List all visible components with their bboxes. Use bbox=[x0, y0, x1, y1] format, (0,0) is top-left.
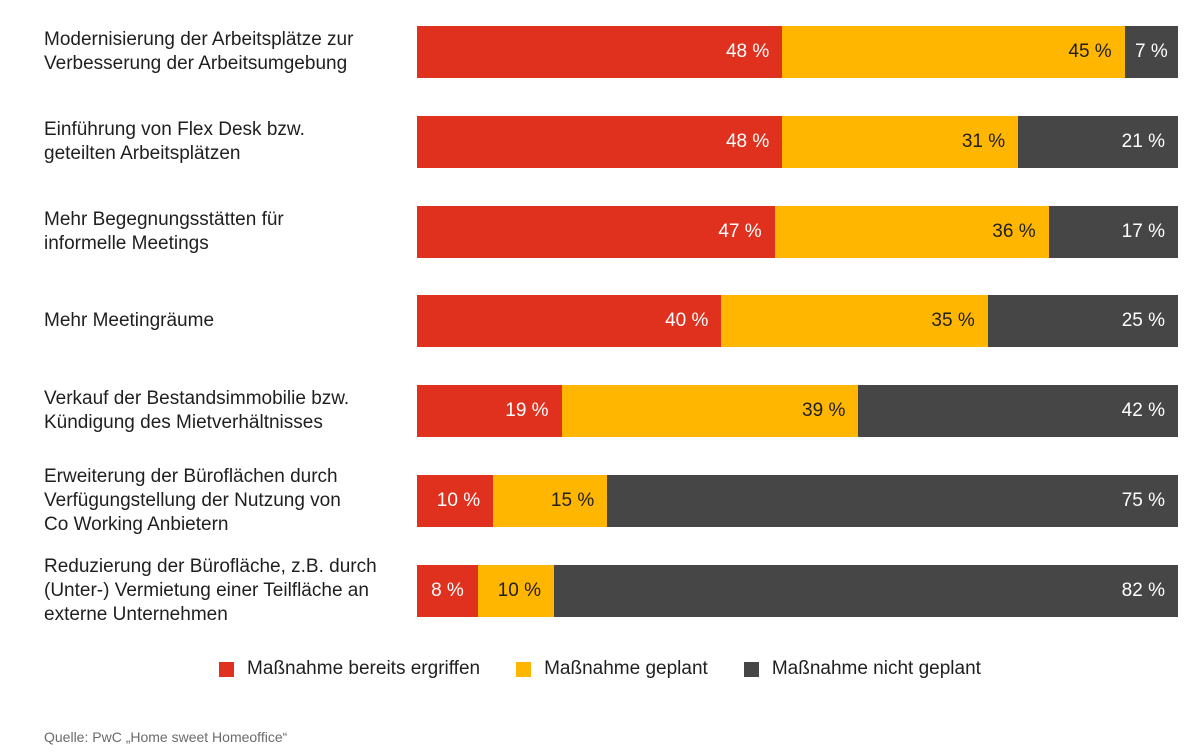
bar-segment bbox=[417, 206, 775, 258]
category-label-text: Mehr Begegnungsstätten für informelle Me… bbox=[44, 209, 284, 254]
category-label: Verkauf der Bestandsimmobilie bzw. Kündi… bbox=[44, 365, 404, 457]
category-label: Mehr Meetingräume bbox=[44, 275, 404, 367]
data-label: 42 % bbox=[1121, 400, 1165, 421]
data-label: 47 % bbox=[718, 221, 762, 242]
bar-segment bbox=[1048, 206, 1178, 258]
data-label: 39 % bbox=[802, 400, 846, 421]
bar-segment bbox=[607, 475, 1178, 527]
bar-segment bbox=[417, 385, 562, 437]
data-label: 17 % bbox=[1121, 221, 1165, 242]
data-label: 10 % bbox=[436, 490, 481, 511]
data-label: 48 % bbox=[725, 41, 770, 62]
data-label: 35 % bbox=[931, 310, 975, 331]
legend-label: Maßnahme bereits ergriffen bbox=[247, 658, 481, 679]
bar-segment bbox=[858, 385, 1178, 437]
bar-segment bbox=[477, 565, 554, 617]
data-label: 8 % bbox=[431, 580, 464, 601]
data-label: 45 % bbox=[1068, 41, 1112, 62]
bar-segment bbox=[561, 385, 859, 437]
legend-item-bereits-ergriffen: Maßnahme bereits ergriffen bbox=[219, 658, 480, 680]
legend-swatch-yellow bbox=[516, 661, 532, 677]
data-label: 75 % bbox=[1121, 490, 1165, 511]
data-label: 7 % bbox=[1134, 41, 1168, 62]
bar-segment bbox=[417, 26, 783, 78]
category-label-text: Erweiterung der Büroflächen durch Verfüg… bbox=[44, 466, 341, 535]
data-label: 40 % bbox=[665, 310, 709, 331]
category-label: Erweiterung der Büroflächen durch Verfüg… bbox=[44, 455, 404, 547]
category-label-text: Mehr Meetingräume bbox=[44, 310, 215, 331]
data-label: 25 % bbox=[1121, 310, 1165, 331]
data-label: 31 % bbox=[961, 131, 1006, 152]
bar-segment bbox=[417, 116, 783, 168]
stacked-bar-chart: Modernisierung der Arbeitsplätze zur Ver… bbox=[44, 6, 1178, 637]
category-label: Mehr Begegnungsstätten für informelle Me… bbox=[44, 186, 404, 278]
data-label: 21 % bbox=[1121, 131, 1165, 152]
bar-segment bbox=[774, 206, 1049, 258]
data-label: 36 % bbox=[992, 221, 1036, 242]
data-label: 82 % bbox=[1121, 580, 1165, 601]
legend-swatch-red bbox=[219, 661, 235, 677]
category-label-text: Verkauf der Bestandsimmobilie bzw. Kündi… bbox=[44, 388, 350, 433]
category-label-text: Reduzierung der Bürofläche, z.B. durch (… bbox=[44, 556, 377, 625]
bar-segment bbox=[417, 565, 478, 617]
bar-segment bbox=[553, 565, 1178, 617]
source-note: Quelle: PwC „Home sweet Homeoffice“ bbox=[44, 729, 288, 745]
legend-label: Maßnahme geplant bbox=[544, 658, 708, 679]
category-label: Einführung von Flex Desk bzw. geteilten … bbox=[44, 96, 404, 188]
bar-segment bbox=[721, 295, 988, 347]
category-label: Reduzierung der Bürofläche, z.B. durch (… bbox=[44, 545, 404, 637]
data-label: 10 % bbox=[497, 580, 541, 601]
legend-label: Maßnahme nicht geplant bbox=[771, 658, 981, 679]
bar-segment bbox=[782, 116, 1019, 168]
bar-segment bbox=[1018, 116, 1178, 168]
data-label: 15 % bbox=[550, 490, 595, 511]
legend-item-nicht-geplant: Maßnahme nicht geplant bbox=[743, 658, 981, 680]
bar-segment bbox=[782, 26, 1125, 78]
bar-segment bbox=[417, 475, 494, 527]
bar-segment bbox=[1124, 26, 1178, 78]
bar-segment bbox=[417, 295, 722, 347]
category-label-text: Einführung von Flex Desk bzw. geteilten … bbox=[44, 119, 305, 164]
bar-segment bbox=[987, 295, 1178, 347]
legend-item-geplant: Maßnahme geplant bbox=[516, 658, 708, 680]
data-label: 19 % bbox=[505, 400, 549, 421]
legend-swatch-gray bbox=[743, 661, 759, 677]
bar-segment bbox=[493, 475, 608, 527]
data-label: 48 % bbox=[725, 131, 770, 152]
category-label: Modernisierung der Arbeitsplätze zur Ver… bbox=[44, 6, 404, 98]
category-label-text: Modernisierung der Arbeitsplätze zur Ver… bbox=[44, 29, 354, 74]
legend: Maßnahme bereits ergriffen Maßnahme gepl… bbox=[0, 657, 1200, 681]
